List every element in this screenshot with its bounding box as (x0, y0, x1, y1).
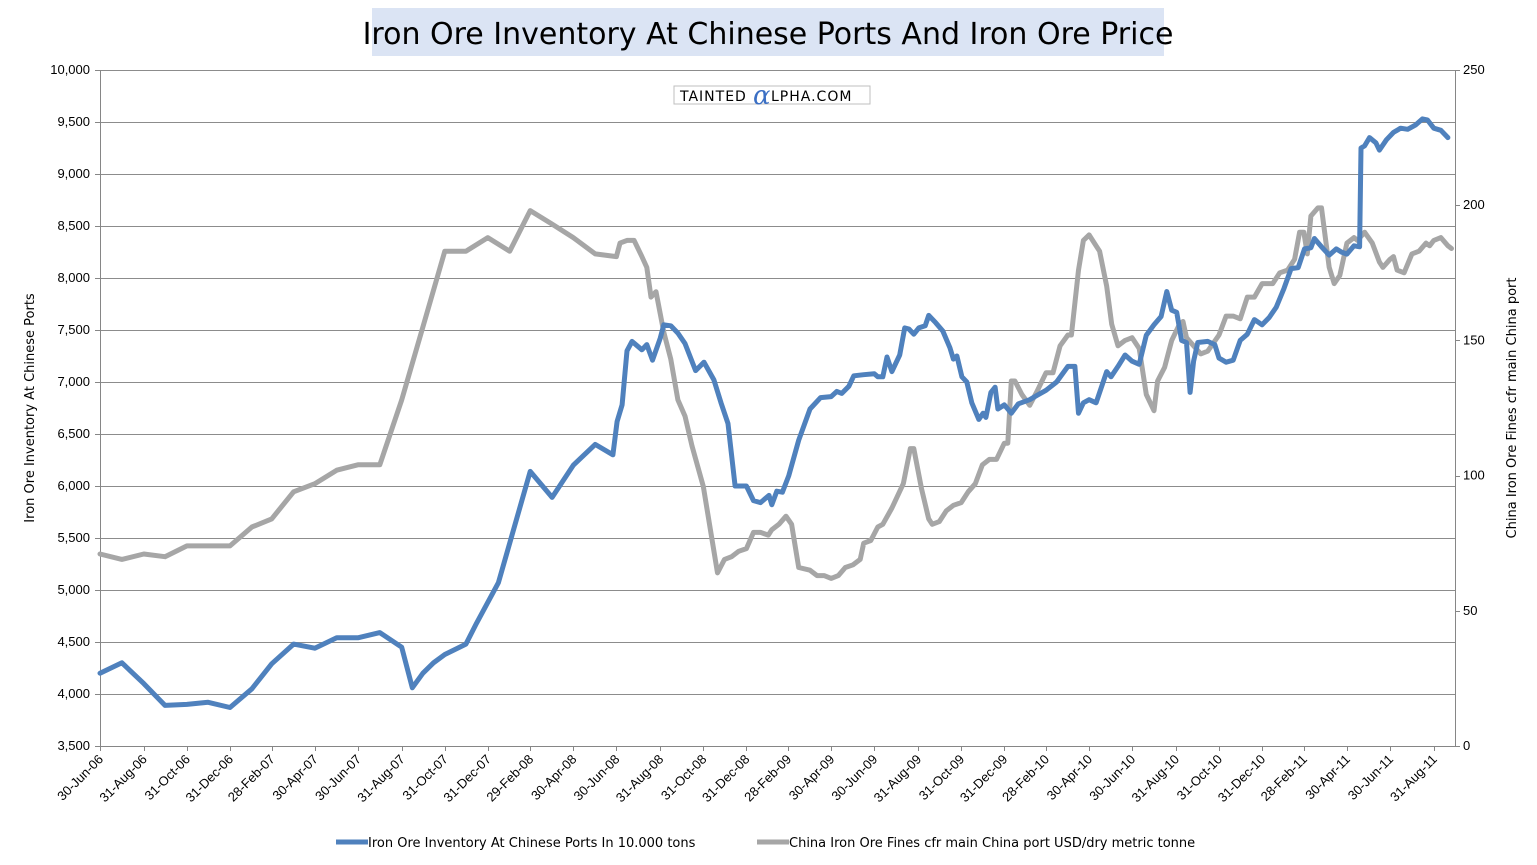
right-tick-label: 0 (1463, 738, 1470, 753)
left-tick-label: 5,500 (57, 530, 90, 545)
legend-label-inventory: Iron Ore Inventory At Chinese Ports In 1… (368, 836, 696, 851)
left-tick-label: 4,500 (57, 634, 90, 649)
left-tick-label: 7,000 (57, 374, 90, 389)
right-tick-label: 200 (1463, 197, 1485, 212)
legend-label-price: China Iron Ore Fines cfr main China port… (789, 836, 1195, 851)
right-axis-tick-labels: 0 50 100 150 200 250 (1463, 62, 1485, 753)
right-axis-title: China Iron Ore Fines cfr main China port (1505, 278, 1520, 539)
axes (95, 70, 1460, 751)
series-line-inventory (97, 116, 1451, 710)
left-tick-label: 10,000 (50, 62, 90, 77)
left-axis-title: Iron Ore Inventory At Chinese Ports (23, 293, 38, 523)
right-tick-label: 250 (1463, 62, 1485, 77)
left-tick-label: 6,500 (57, 426, 90, 441)
watermark-prefix: TAINTED (679, 89, 747, 105)
watermark-box (673, 85, 871, 105)
left-tick-label: 6,000 (57, 478, 90, 493)
gridlines (100, 70, 1455, 695)
right-tick-label: 50 (1463, 603, 1477, 618)
left-axis-tick-labels: 3,500 4,000 4,500 5,000 5,500 6,000 6,500 7,000… (50, 62, 90, 753)
left-tick-label: 9,500 (57, 114, 90, 129)
watermark: TAINTED α LPHA.COM (673, 81, 871, 111)
right-tick-label: 100 (1463, 468, 1485, 483)
left-tick-label: 8,000 (57, 270, 90, 285)
watermark-alpha: α (753, 81, 771, 111)
series-lines (97, 116, 1454, 710)
left-tick-label: 3,500 (57, 738, 90, 753)
legend: Iron Ore Inventory At Chinese Ports In 1… (336, 836, 1195, 851)
chart-title: Iron Ore Inventory At Chinese Ports And … (363, 17, 1174, 52)
left-tick-label: 5,000 (57, 582, 90, 597)
left-tick-label: 7,500 (57, 322, 90, 337)
left-tick-label: 9,000 (57, 166, 90, 181)
left-tick-label: 8,500 (57, 218, 90, 233)
left-tick-label: 4,000 (57, 686, 90, 701)
right-tick-label: 150 (1463, 332, 1485, 347)
chart-title-box (372, 8, 1164, 56)
watermark-suffix: LPHA.COM (771, 89, 852, 105)
